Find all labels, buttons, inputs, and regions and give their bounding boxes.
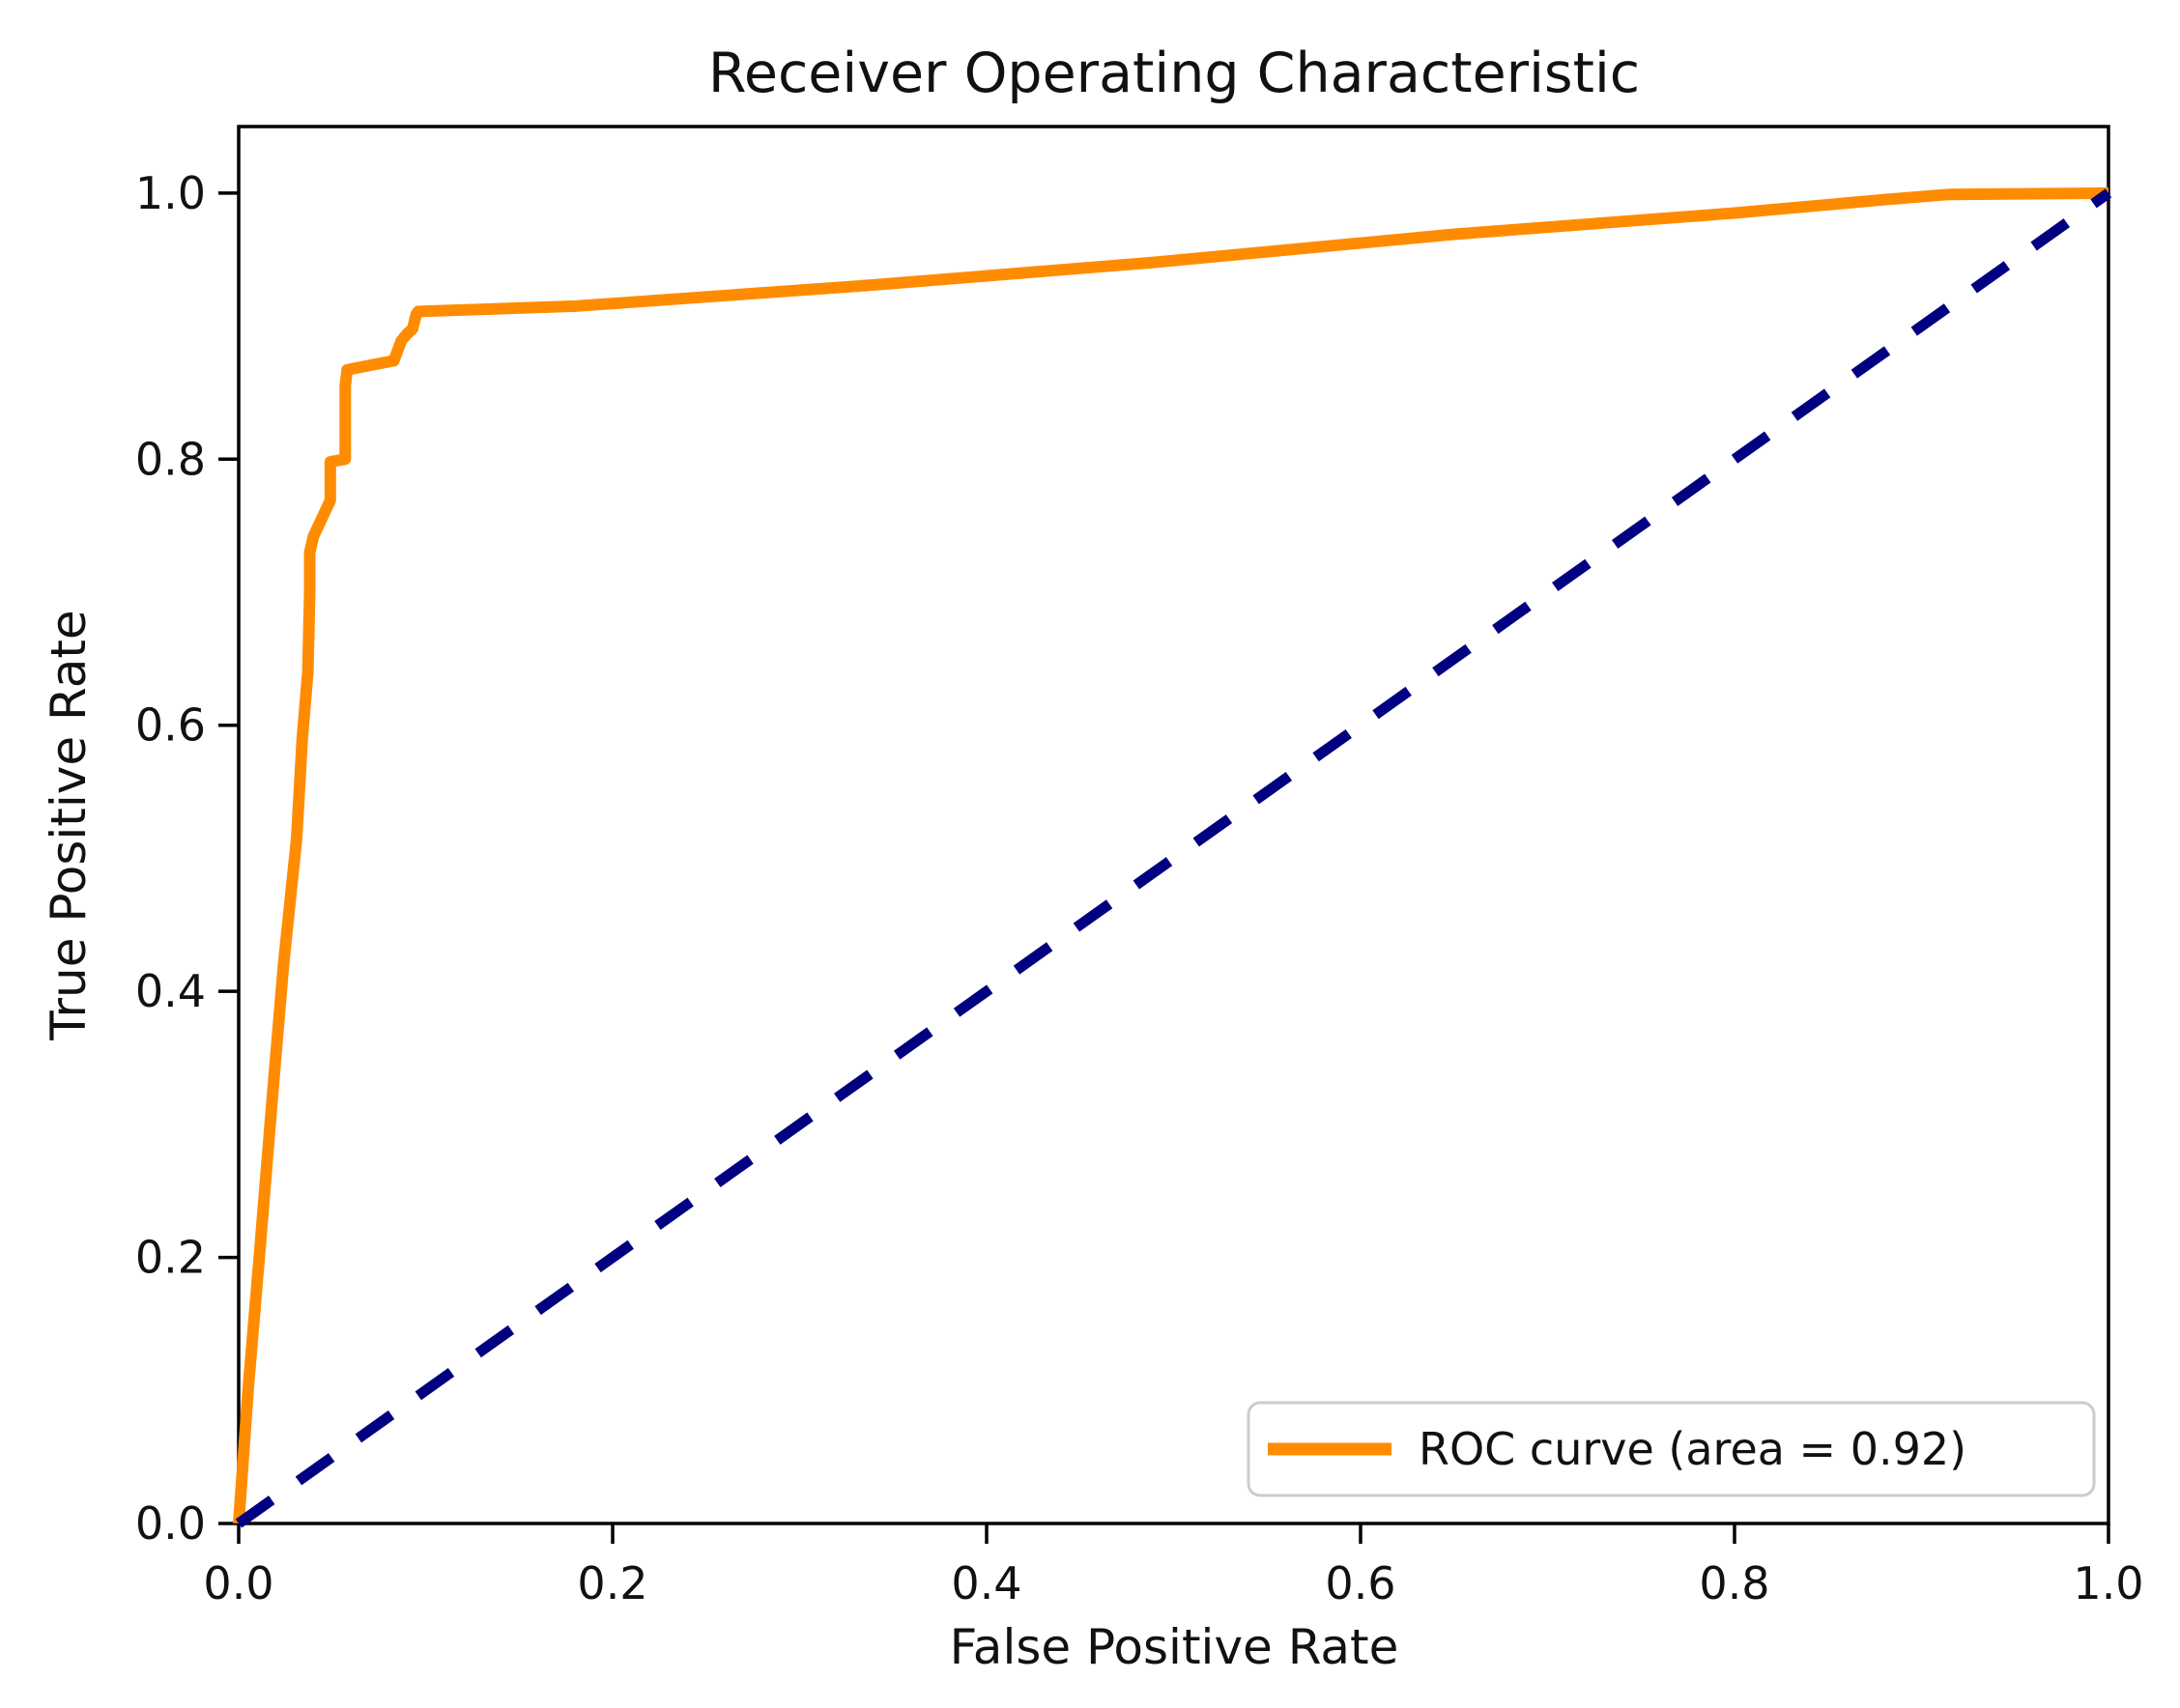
chart-title: Receiver Operating Characteristic bbox=[708, 42, 1640, 105]
x-tick-label: 0.2 bbox=[577, 1557, 647, 1609]
axes-spines bbox=[237, 125, 2110, 1525]
x-tick-label: 0.6 bbox=[1325, 1557, 1395, 1609]
legend: ROC curve (area = 0.92) bbox=[1247, 1401, 2096, 1497]
x-axis-label: False Positive Rate bbox=[950, 1619, 1399, 1675]
y-tick-label: 0.4 bbox=[135, 965, 206, 1017]
chance-diagonal-line bbox=[235, 188, 2112, 1528]
y-tick-label: 0.8 bbox=[135, 433, 206, 485]
y-tick-label: 0.0 bbox=[135, 1497, 206, 1550]
y-axis-label: True Positive Rate bbox=[41, 610, 97, 1040]
y-tick-label: 0.2 bbox=[135, 1232, 206, 1284]
roc-curve-line bbox=[233, 186, 2109, 1524]
y-tick-label: 1.0 bbox=[135, 167, 206, 219]
axis-ticks: 0.0 0.2 0.4 0.6 0.8 1.0 0.0 0.2 0.4 0.6 0.8 1.0 bbox=[135, 167, 2144, 1609]
x-tick-label: 0.4 bbox=[951, 1557, 1021, 1609]
x-tick-label: 0.8 bbox=[1699, 1557, 1769, 1609]
legend-box bbox=[1247, 1401, 2096, 1497]
chart-series bbox=[233, 186, 2112, 1528]
y-tick-label: 0.6 bbox=[135, 699, 206, 752]
x-tick-label: 0.0 bbox=[203, 1557, 273, 1609]
legend-entry-label: ROC curve (area = 0.92) bbox=[1419, 1423, 1966, 1475]
x-tick-label: 1.0 bbox=[2073, 1557, 2143, 1609]
